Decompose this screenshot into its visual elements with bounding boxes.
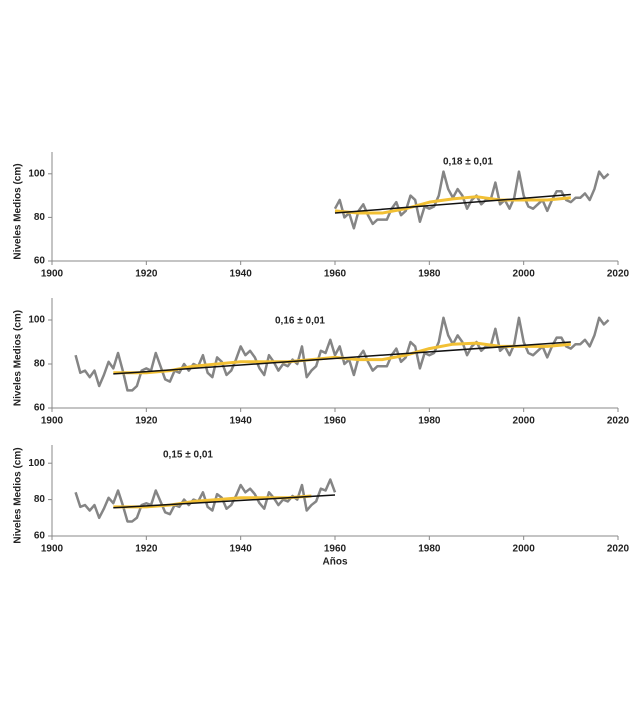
x-tick-label: 1960 xyxy=(324,544,347,555)
x-tick-label: 1900 xyxy=(41,269,64,280)
annotation: 0,15 ± 0,01 xyxy=(163,450,213,461)
annotation: 0,18 ± 0,01 xyxy=(443,157,493,168)
x-tick-label: 1920 xyxy=(135,269,158,280)
y-axis-label: Niveles Medios (cm) xyxy=(13,447,24,543)
x-tick-label: 1920 xyxy=(135,544,158,555)
x-tick-label: 2020 xyxy=(607,416,630,427)
y-tick-label: 60 xyxy=(34,531,46,542)
x-tick-label: 2000 xyxy=(513,544,536,555)
x-tick-label: 1980 xyxy=(418,544,441,555)
x-tick-label: 2020 xyxy=(607,269,630,280)
y-tick-label: 100 xyxy=(28,458,45,469)
y-tick-label: 100 xyxy=(28,168,45,179)
x-tick-label: 2000 xyxy=(513,416,536,427)
series-line xyxy=(333,170,610,230)
series-line xyxy=(334,195,571,215)
series-line xyxy=(113,494,336,509)
series-line xyxy=(113,341,571,375)
x-tick-label: 1940 xyxy=(230,416,253,427)
y-tick-label: 80 xyxy=(34,494,46,505)
y-tick-label: 60 xyxy=(34,403,46,414)
y-axis-label: Niveles Medios (cm) xyxy=(13,310,24,406)
y-axis-label: Niveles Medios (cm) xyxy=(13,163,24,259)
annotation: 0,16 ± 0,01 xyxy=(275,316,325,327)
x-tick-label: 2000 xyxy=(513,269,536,280)
x-tick-label: 1960 xyxy=(324,269,347,280)
x-tick-label: 1980 xyxy=(418,416,441,427)
x-tick-label: 1980 xyxy=(418,269,441,280)
series-line xyxy=(74,316,610,392)
x-tick-label: 2020 xyxy=(607,544,630,555)
y-tick-label: 80 xyxy=(34,212,46,223)
x-tick-label: 1920 xyxy=(135,416,158,427)
series-line xyxy=(113,341,571,375)
x-tick-label: 1940 xyxy=(230,269,253,280)
x-tick-label: 1900 xyxy=(41,544,64,555)
series-line xyxy=(334,193,571,214)
y-tick-label: 100 xyxy=(28,315,45,326)
y-tick-label: 60 xyxy=(34,256,46,267)
x-tick-label: 1940 xyxy=(230,544,253,555)
x-tick-label: 1900 xyxy=(41,416,64,427)
y-tick-label: 80 xyxy=(34,359,46,370)
x-axis-label: Años xyxy=(323,557,348,568)
x-tick-label: 1960 xyxy=(324,416,347,427)
